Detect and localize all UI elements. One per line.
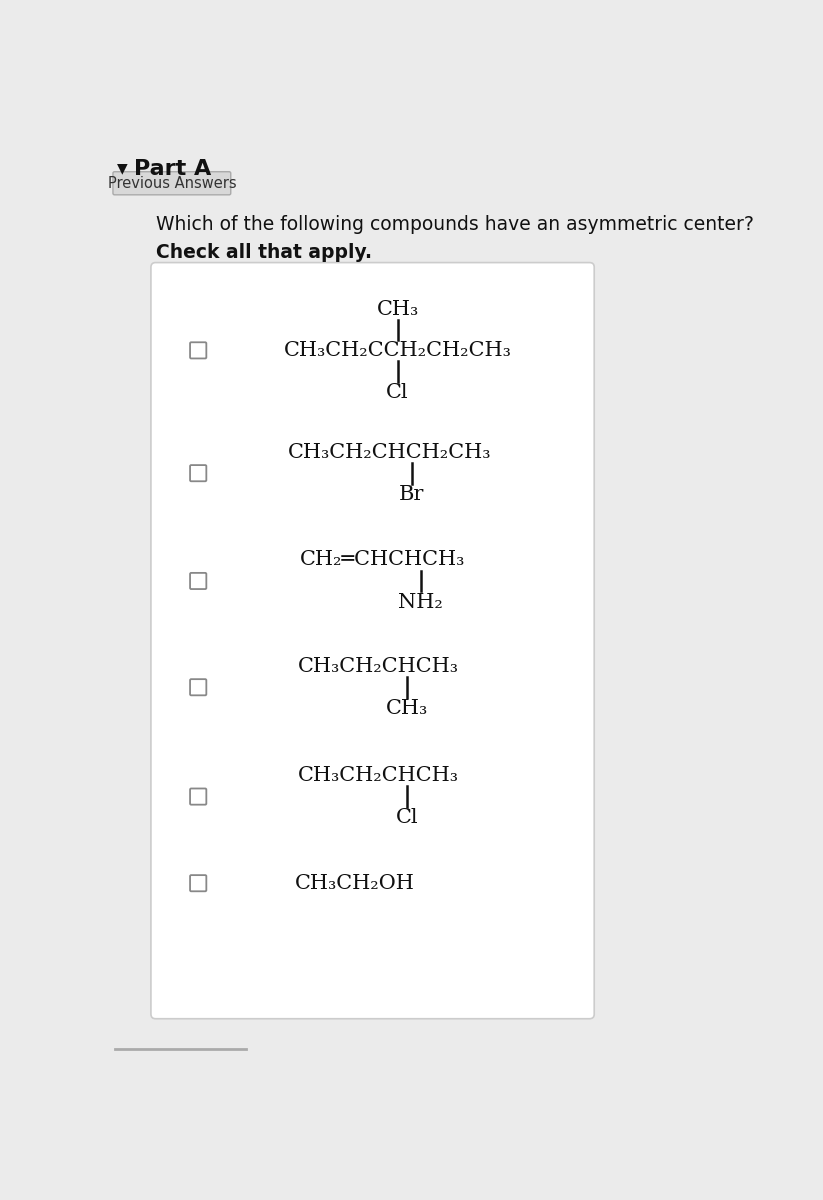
- FancyBboxPatch shape: [190, 788, 207, 805]
- Text: NH₂: NH₂: [398, 593, 444, 612]
- Text: Br: Br: [399, 485, 425, 504]
- Text: ▼: ▼: [117, 161, 128, 175]
- Text: Part A: Part A: [134, 160, 212, 179]
- FancyBboxPatch shape: [190, 875, 207, 892]
- Text: Cl: Cl: [386, 383, 409, 402]
- FancyBboxPatch shape: [151, 263, 594, 1019]
- FancyBboxPatch shape: [190, 572, 207, 589]
- Text: CH₃CH₂CHCH₂CH₃: CH₃CH₂CHCH₂CH₃: [288, 443, 491, 462]
- Text: Cl: Cl: [396, 809, 418, 827]
- FancyBboxPatch shape: [190, 466, 207, 481]
- Text: Previous Answers: Previous Answers: [108, 175, 236, 191]
- FancyBboxPatch shape: [113, 172, 230, 194]
- Text: Check all that apply.: Check all that apply.: [156, 242, 371, 262]
- Text: Which of the following compounds have an asymmetric center?: Which of the following compounds have an…: [156, 215, 753, 234]
- FancyBboxPatch shape: [190, 342, 207, 359]
- Text: CH₂═CHCHCH₃: CH₂═CHCHCH₃: [300, 551, 465, 569]
- Text: CH₃: CH₃: [377, 300, 419, 319]
- Text: CH₃CH₂CCH₂CH₂CH₃: CH₃CH₂CCH₂CH₂CH₃: [284, 341, 512, 360]
- Text: CH₃CH₂CHCH₃: CH₃CH₂CHCH₃: [298, 656, 458, 676]
- Text: CH₃: CH₃: [386, 698, 428, 718]
- FancyBboxPatch shape: [190, 679, 207, 695]
- Text: CH₃CH₂CHCH₃: CH₃CH₂CHCH₃: [298, 766, 458, 785]
- Text: CH₃CH₂OH: CH₃CH₂OH: [295, 874, 415, 893]
